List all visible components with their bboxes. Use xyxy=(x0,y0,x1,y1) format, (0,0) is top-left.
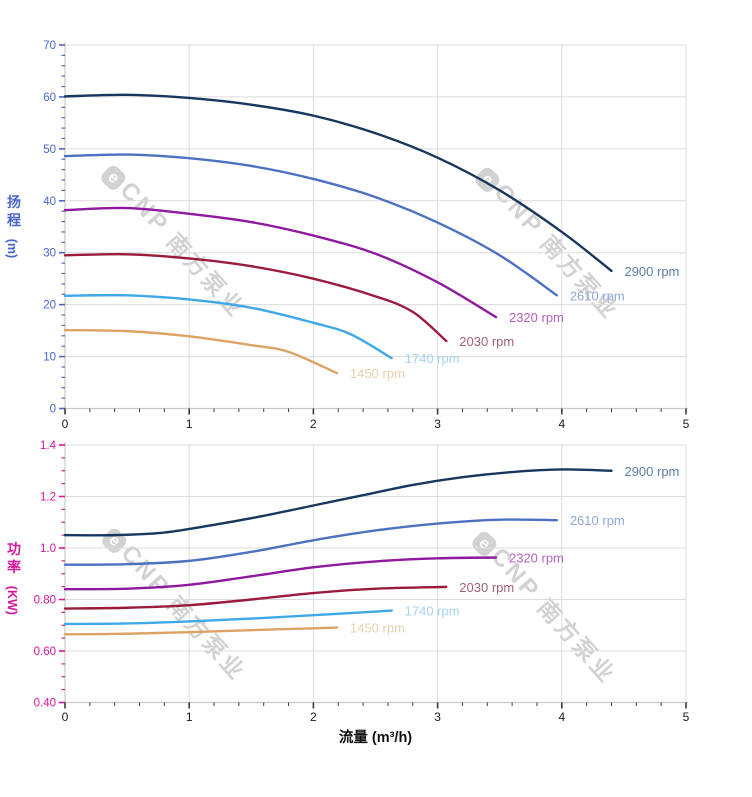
svg-text:功: 功 xyxy=(7,541,21,557)
curve-1740rpm xyxy=(63,609,393,626)
svg-text:(m): (m) xyxy=(5,239,19,258)
x-axis-ticks: 0 1 2 3 4 5 xyxy=(62,702,690,724)
curve-2030rpm xyxy=(63,585,448,610)
y-axis-title-head: 扬程 (m) xyxy=(5,194,21,258)
series-label-2320rpm: 2320 rpm xyxy=(509,310,564,325)
svg-text:率: 率 xyxy=(7,559,21,575)
series-label-2900rpm: 2900 rpm xyxy=(624,464,679,479)
chart-head: 0 10 20 30 40 50 60 70 0 1 2 3 4 5 扬程 (m) 2900 rpm 2610 r… xyxy=(5,40,690,431)
y-tick-label: 0 xyxy=(50,404,56,416)
x-tick-label: 1 xyxy=(186,710,193,724)
series-label-1450rpm: 1450 rpm xyxy=(350,366,405,381)
curve-1450rpm xyxy=(63,626,339,636)
y-tick-label: 1.2 xyxy=(40,492,56,504)
series-label-1450rpm: 1450 rpm xyxy=(350,621,405,636)
series-label-2610rpm: 2610 rpm xyxy=(570,513,625,528)
y-tick-label: 70 xyxy=(43,40,56,52)
svg-text:(KW): (KW) xyxy=(5,586,19,615)
series-label-1740rpm: 1740 rpm xyxy=(405,351,460,366)
x-tick-label: 2 xyxy=(310,710,317,724)
y-tick-label: 20 xyxy=(43,300,56,312)
x-tick-label: 5 xyxy=(683,417,690,431)
y-tick-label: 0.80 xyxy=(34,595,56,607)
x-axis-ticks: 0 1 2 3 4 5 xyxy=(62,408,690,431)
curve-2900rpm xyxy=(63,468,613,537)
y-tick-label: 1.4 xyxy=(40,440,57,452)
curve-1450rpm xyxy=(63,328,339,375)
y-axis-title-power: 功率 (KW) xyxy=(5,541,21,615)
flow-axis-title: 流量 (m³/h) xyxy=(339,728,412,746)
x-tick-label: 0 xyxy=(62,417,69,431)
svg-text:程: 程 xyxy=(7,212,21,228)
curve-2320rpm xyxy=(63,206,498,319)
series-label-2610rpm: 2610 rpm xyxy=(570,288,625,303)
series-label-2030rpm: 2030 rpm xyxy=(459,334,514,349)
x-tick-label: 1 xyxy=(186,417,193,431)
series-label-2320rpm: 2320 rpm xyxy=(509,551,564,566)
curve-1740rpm xyxy=(63,293,393,360)
gridlines xyxy=(65,444,687,703)
y-axis-ticks: 0 10 20 30 40 50 60 70 xyxy=(43,40,65,416)
y-tick-label: 0.40 xyxy=(34,698,56,710)
chart-power: 0.40 0.60 0.80 1.0 1.2 1.4 0 1 2 3 4 5 功率 (KW) 流量 (m³/… xyxy=(5,440,690,746)
x-tick-label: 4 xyxy=(558,710,565,724)
x-tick-label: 2 xyxy=(310,417,317,431)
x-tick-label: 3 xyxy=(434,710,441,724)
series-label-1740rpm: 1740 rpm xyxy=(405,604,460,619)
curve-2610rpm xyxy=(63,153,559,297)
y-tick-label: 40 xyxy=(43,196,56,208)
x-tick-label: 0 xyxy=(62,710,69,724)
x-tick-label: 4 xyxy=(558,417,565,431)
series-label-2900rpm: 2900 rpm xyxy=(624,264,679,279)
x-tick-label: 5 xyxy=(683,710,690,724)
curve-2030rpm xyxy=(63,252,448,343)
y-tick-label: 1.0 xyxy=(40,543,56,555)
y-tick-label: 10 xyxy=(43,352,56,364)
curve-2320rpm xyxy=(63,556,498,591)
y-tick-label: 0.60 xyxy=(34,646,56,658)
y-axis-ticks: 0.40 0.60 0.80 1.0 1.2 1.4 xyxy=(34,440,65,710)
y-tick-label: 50 xyxy=(43,144,56,156)
curve-2610rpm xyxy=(63,518,559,566)
y-tick-label: 30 xyxy=(43,248,56,260)
series-label-2030rpm: 2030 rpm xyxy=(459,580,514,595)
gridlines xyxy=(65,44,687,409)
x-tick-label: 3 xyxy=(434,417,441,431)
svg-text:扬: 扬 xyxy=(7,194,21,210)
curve-2900rpm xyxy=(63,93,613,273)
y-tick-label: 60 xyxy=(43,92,56,104)
